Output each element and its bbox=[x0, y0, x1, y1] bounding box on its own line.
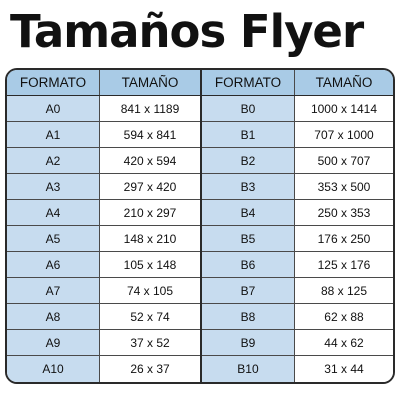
size-cell: 148 x 210 bbox=[100, 226, 200, 251]
size-cell: 26 x 37 bbox=[100, 356, 200, 382]
size-cell: 707 x 1000 bbox=[295, 122, 393, 147]
b-series-column: FORMATO TAMAÑO B0 1000 x 1414 B1 707 x 100… bbox=[202, 70, 393, 382]
flyer-sizes-table: FORMATO TAMAÑO A0 841 x 1189 A1 594 x 841 … bbox=[5, 68, 395, 384]
size-cell: 353 x 500 bbox=[295, 174, 393, 199]
format-cell: B7 bbox=[202, 278, 295, 303]
format-cell: B0 bbox=[202, 96, 295, 121]
table-row: B4 250 x 353 bbox=[202, 200, 393, 226]
format-cell: B1 bbox=[202, 122, 295, 147]
format-cell: A10 bbox=[7, 356, 100, 382]
size-cell: 210 x 297 bbox=[100, 200, 200, 225]
size-cell: 500 x 707 bbox=[295, 148, 393, 173]
size-cell: 52 x 74 bbox=[100, 304, 200, 329]
table-row: A0 841 x 1189 bbox=[7, 96, 200, 122]
size-cell: 62 x 88 bbox=[295, 304, 393, 329]
size-cell: 125 x 176 bbox=[295, 252, 393, 277]
size-cell: 88 x 125 bbox=[295, 278, 393, 303]
table-row: A8 52 x 74 bbox=[7, 304, 200, 330]
format-cell: A1 bbox=[7, 122, 100, 147]
format-cell: B9 bbox=[202, 330, 295, 355]
format-cell: A6 bbox=[7, 252, 100, 277]
format-cell: A8 bbox=[7, 304, 100, 329]
table-row: A2 420 x 594 bbox=[7, 148, 200, 174]
size-cell: 74 x 105 bbox=[100, 278, 200, 303]
format-cell: A9 bbox=[7, 330, 100, 355]
format-cell: A3 bbox=[7, 174, 100, 199]
header-size: TAMAÑO bbox=[295, 70, 393, 95]
format-cell: B8 bbox=[202, 304, 295, 329]
header-format: FORMATO bbox=[7, 70, 100, 95]
header-format: FORMATO bbox=[202, 70, 295, 95]
format-cell: A0 bbox=[7, 96, 100, 121]
table-row: B2 500 x 707 bbox=[202, 148, 393, 174]
table-row: A7 74 x 105 bbox=[7, 278, 200, 304]
size-cell: 37 x 52 bbox=[100, 330, 200, 355]
table-row: A4 210 x 297 bbox=[7, 200, 200, 226]
size-cell: 176 x 250 bbox=[295, 226, 393, 251]
table-row: B0 1000 x 1414 bbox=[202, 96, 393, 122]
table-row: A6 105 x 148 bbox=[7, 252, 200, 278]
size-cell: 105 x 148 bbox=[100, 252, 200, 277]
table-header-row: FORMATO TAMAÑO bbox=[7, 70, 200, 96]
format-cell: B3 bbox=[202, 174, 295, 199]
table-row: A9 37 x 52 bbox=[7, 330, 200, 356]
table-row: B1 707 x 1000 bbox=[202, 122, 393, 148]
format-cell: B6 bbox=[202, 252, 295, 277]
format-cell: A5 bbox=[7, 226, 100, 251]
format-cell: A7 bbox=[7, 278, 100, 303]
table-header-row: FORMATO TAMAÑO bbox=[202, 70, 393, 96]
table-row: B8 62 x 88 bbox=[202, 304, 393, 330]
format-cell: A2 bbox=[7, 148, 100, 173]
size-cell: 250 x 353 bbox=[295, 200, 393, 225]
size-cell: 1000 x 1414 bbox=[295, 96, 393, 121]
format-cell: A4 bbox=[7, 200, 100, 225]
table-row: A3 297 x 420 bbox=[7, 174, 200, 200]
table-row: B6 125 x 176 bbox=[202, 252, 393, 278]
format-cell: B4 bbox=[202, 200, 295, 225]
table-row: B3 353 x 500 bbox=[202, 174, 393, 200]
table-row: B9 44 x 62 bbox=[202, 330, 393, 356]
format-cell: B5 bbox=[202, 226, 295, 251]
a-series-column: FORMATO TAMAÑO A0 841 x 1189 A1 594 x 841 … bbox=[7, 70, 200, 382]
table-row: A10 26 x 37 bbox=[7, 356, 200, 382]
table-row: A1 594 x 841 bbox=[7, 122, 200, 148]
format-cell: B10 bbox=[202, 356, 295, 382]
table-row: B10 31 x 44 bbox=[202, 356, 393, 382]
size-cell: 31 x 44 bbox=[295, 356, 393, 382]
size-cell: 420 x 594 bbox=[100, 148, 200, 173]
size-cell: 594 x 841 bbox=[100, 122, 200, 147]
table-row: A5 148 x 210 bbox=[7, 226, 200, 252]
page-title: Tamaños Flyer bbox=[10, 2, 363, 62]
header-size: TAMAÑO bbox=[100, 70, 200, 95]
table-row: B7 88 x 125 bbox=[202, 278, 393, 304]
size-cell: 44 x 62 bbox=[295, 330, 393, 355]
format-cell: B2 bbox=[202, 148, 295, 173]
table-row: B5 176 x 250 bbox=[202, 226, 393, 252]
size-cell: 297 x 420 bbox=[100, 174, 200, 199]
size-cell: 841 x 1189 bbox=[100, 96, 200, 121]
